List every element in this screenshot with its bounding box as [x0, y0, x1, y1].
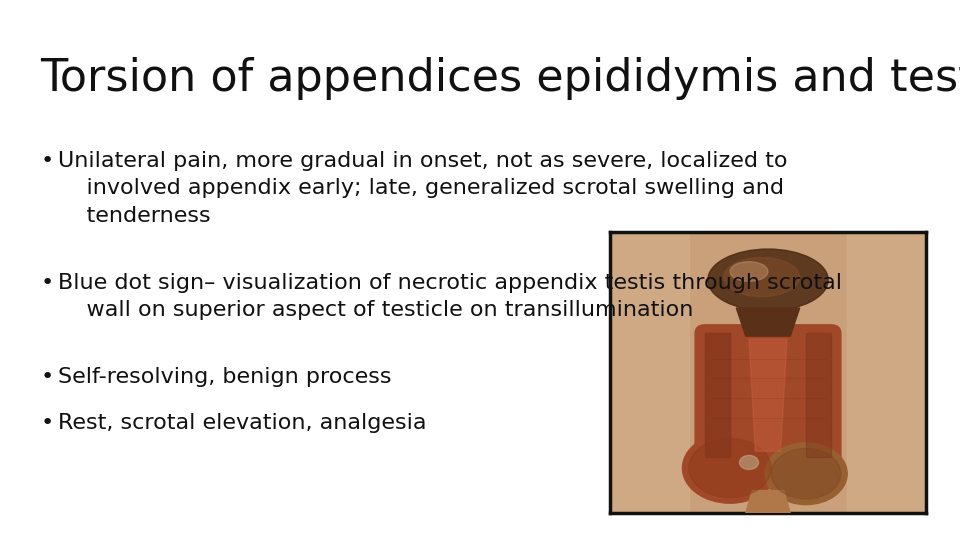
Bar — [705, 333, 730, 457]
Text: •: • — [40, 151, 54, 171]
FancyBboxPatch shape — [695, 325, 841, 465]
Text: •: • — [40, 273, 54, 293]
Text: •: • — [40, 367, 54, 387]
Ellipse shape — [765, 443, 848, 504]
Bar — [806, 333, 831, 457]
Bar — [848, 232, 926, 513]
Text: Blue dot sign– visualization of necrotic appendix testis through scrotal
    wal: Blue dot sign– visualization of necrotic… — [58, 273, 842, 320]
Text: Rest, scrotal elevation, analgesia: Rest, scrotal elevation, analgesia — [58, 413, 426, 433]
Ellipse shape — [683, 433, 778, 503]
Ellipse shape — [771, 448, 841, 499]
Polygon shape — [749, 339, 787, 451]
Ellipse shape — [689, 438, 771, 497]
Ellipse shape — [730, 262, 768, 281]
Polygon shape — [746, 490, 790, 513]
Polygon shape — [736, 308, 800, 336]
Text: •: • — [40, 413, 54, 433]
Text: Torsion of appendices epididymis and testis: Torsion of appendices epididymis and tes… — [40, 57, 960, 100]
Text: Unilateral pain, more gradual in onset, not as severe, localized to
    involved: Unilateral pain, more gradual in onset, … — [58, 151, 787, 226]
Text: Self-resolving, benign process: Self-resolving, benign process — [58, 367, 391, 387]
Ellipse shape — [724, 258, 800, 297]
Bar — [610, 232, 689, 513]
Ellipse shape — [708, 249, 828, 311]
Ellipse shape — [739, 455, 758, 469]
